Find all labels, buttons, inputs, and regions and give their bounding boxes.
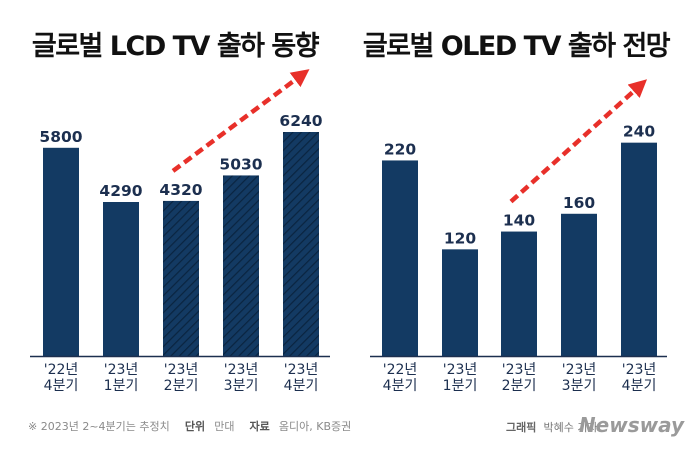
bar (43, 147, 79, 356)
credit: 그래픽 박혜수 기자 Newsway (506, 413, 685, 437)
category-label: 1분기 (104, 378, 139, 394)
category-label: 3분기 (562, 378, 597, 394)
bar (501, 231, 537, 356)
unit-value: 만대 (214, 420, 234, 433)
bar (103, 202, 139, 356)
category-label: 4분기 (383, 378, 418, 394)
category-label: '23년 (164, 362, 199, 378)
bar (382, 160, 418, 356)
footer-text: ※ 2023년 2~4분기는 추정치 단위 만대 자료 옴디아, KB증권 (28, 415, 351, 434)
bar-value-label: 240 (623, 123, 656, 141)
category-label: '22년 (383, 362, 418, 378)
source-value: 옴디아, KB증권 (279, 420, 351, 433)
credit-text: 그래픽 박혜수 기자 (506, 416, 598, 435)
bar (561, 213, 597, 356)
category-label: '23년 (622, 362, 657, 378)
bar-value-label: 220 (384, 140, 417, 158)
chart-oled: 글로벌 OLED TV 출하 전망 220'22년4분기120'23년1분기14… (363, 31, 672, 394)
category-label: '22년 (44, 362, 79, 378)
bar-value-label: 140 (503, 212, 536, 230)
category-label: '23년 (284, 362, 319, 378)
bar (442, 249, 478, 356)
credit-prefix: 그래픽 (506, 420, 536, 434)
bar-value-label: 4320 (159, 181, 202, 199)
category-label: 3분기 (224, 378, 259, 394)
trend-arrow (509, 79, 648, 204)
category-label: '23년 (224, 362, 259, 378)
chart-oled-title: 글로벌 OLED TV 출하 전망 (363, 31, 671, 62)
source-label: 자료 (250, 419, 270, 433)
unit-label: 단위 (185, 419, 205, 433)
category-label: 2분기 (502, 378, 537, 394)
category-label: 4분기 (622, 378, 657, 394)
estimate-note: ※ 2023년 2~4분기는 추정치 (28, 420, 170, 433)
category-label: '23년 (104, 362, 139, 378)
newsway-logo: Newsway (579, 413, 685, 437)
bar (223, 175, 259, 356)
bar (163, 200, 199, 356)
bar (621, 142, 657, 356)
category-label: '23년 (502, 362, 537, 378)
category-label: 4분기 (44, 378, 79, 394)
chart-lcd-title: 글로벌 LCD TV 출하 동향 (32, 31, 320, 62)
category-label: '23년 (562, 362, 597, 378)
footer: ※ 2023년 2~4분기는 추정치 단위 만대 자료 옴디아, KB증권 (28, 415, 351, 434)
chart-lcd: 글로벌 LCD TV 출하 동향 5800'22년4분기4290'23년1분기4… (30, 31, 330, 394)
bar-value-label: 120 (444, 229, 477, 247)
bar-value-label: 4290 (99, 182, 142, 200)
bar-value-label: 5800 (39, 128, 82, 146)
bar-value-label: 6240 (279, 112, 322, 130)
bar-value-label: 160 (563, 194, 596, 212)
chart-lcd-plot: 5800'22년4분기4290'23년1분기4320'23년2분기5030'23… (30, 69, 330, 394)
category-label: 4분기 (284, 378, 319, 394)
credit-name: 박혜수 기자 (543, 421, 597, 434)
category-label: 2분기 (164, 378, 199, 394)
chart-oled-plot: 220'22년4분기120'23년1분기140'23년2분기160'23년3분기… (370, 79, 667, 394)
bar-value-label: 5030 (219, 155, 262, 173)
bar (283, 132, 319, 356)
category-label: 1분기 (443, 378, 478, 394)
category-label: '23년 (443, 362, 478, 378)
